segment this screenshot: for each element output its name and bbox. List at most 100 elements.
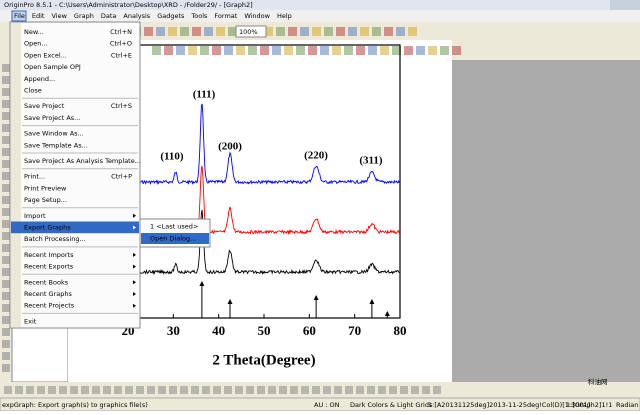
toolbar-button[interactable] bbox=[156, 27, 165, 36]
menu-item-label[interactable]: Recent Exports bbox=[24, 263, 74, 271]
menu-item-label[interactable]: Save Project As... bbox=[24, 114, 80, 122]
left-tool[interactable] bbox=[2, 76, 10, 84]
menu-item[interactable]: Data bbox=[101, 12, 117, 20]
bottom-tool[interactable] bbox=[92, 386, 100, 394]
bottom-tool[interactable] bbox=[70, 386, 78, 394]
bottom-tool[interactable] bbox=[400, 386, 408, 394]
bottom-tool[interactable] bbox=[147, 386, 155, 394]
toolbar-button[interactable] bbox=[312, 27, 321, 36]
toolbar-button[interactable] bbox=[440, 46, 449, 55]
bottom-tool[interactable] bbox=[125, 386, 133, 394]
bottom-tool[interactable] bbox=[114, 386, 122, 394]
toolbar-button[interactable] bbox=[396, 27, 405, 36]
menu-item-label[interactable]: Recent Imports bbox=[24, 251, 74, 259]
left-tool[interactable] bbox=[2, 172, 10, 180]
toolbar-button[interactable] bbox=[228, 27, 237, 36]
bottom-tool[interactable] bbox=[433, 386, 441, 394]
toolbar-button[interactable] bbox=[356, 46, 365, 55]
toolbar-button[interactable] bbox=[344, 46, 353, 55]
toolbar-button[interactable] bbox=[372, 27, 381, 36]
toolbar-button[interactable] bbox=[336, 27, 345, 36]
toolbar-button[interactable] bbox=[204, 27, 213, 36]
menu-item[interactable]: Format bbox=[214, 12, 237, 20]
bottom-tool[interactable] bbox=[323, 386, 331, 394]
menu-item-label[interactable]: New... bbox=[24, 28, 44, 36]
toolbar-button[interactable] bbox=[416, 46, 425, 55]
bottom-tool[interactable] bbox=[180, 386, 188, 394]
menu-item-label[interactable]: Import bbox=[24, 212, 46, 220]
submenu-item[interactable]: Open Dialog... bbox=[150, 235, 196, 243]
menu-item[interactable]: Help bbox=[277, 12, 292, 20]
menu-item-label[interactable]: Recent Projects bbox=[24, 302, 75, 310]
bottom-tool[interactable] bbox=[290, 386, 298, 394]
bottom-tool[interactable] bbox=[389, 386, 397, 394]
menu-item-label[interactable]: Batch Processing... bbox=[24, 235, 86, 243]
left-tool[interactable] bbox=[2, 364, 10, 372]
bottom-tool[interactable] bbox=[59, 386, 67, 394]
toolbar-button[interactable] bbox=[384, 27, 393, 36]
toolbar-button[interactable] bbox=[392, 46, 401, 55]
toolbar-button[interactable] bbox=[408, 27, 417, 36]
toolbar-button[interactable] bbox=[452, 46, 461, 55]
toolbar-button[interactable] bbox=[324, 27, 333, 36]
toolbar-button[interactable] bbox=[188, 46, 197, 55]
menu-item-label[interactable]: Open Excel... bbox=[24, 51, 67, 59]
window-buttons[interactable] bbox=[610, 0, 640, 10]
left-tool[interactable] bbox=[2, 268, 10, 276]
bottom-tool[interactable] bbox=[48, 386, 56, 394]
left-tool[interactable] bbox=[2, 340, 10, 348]
left-tool[interactable] bbox=[2, 196, 10, 204]
toolbar-button[interactable] bbox=[248, 46, 257, 55]
toolbar-button[interactable] bbox=[348, 27, 357, 36]
bottom-tool[interactable] bbox=[202, 386, 210, 394]
menu-item-label[interactable]: Open... bbox=[24, 40, 48, 48]
toolbar-button[interactable] bbox=[168, 27, 177, 36]
left-tool[interactable] bbox=[2, 292, 10, 300]
menu-item[interactable]: Window bbox=[244, 12, 270, 20]
bottom-tool[interactable] bbox=[37, 386, 45, 394]
left-tool[interactable] bbox=[2, 160, 10, 168]
toolbar-button[interactable] bbox=[272, 46, 281, 55]
bottom-tool[interactable] bbox=[235, 386, 243, 394]
toolbar-button[interactable] bbox=[284, 46, 293, 55]
toolbar-button[interactable] bbox=[264, 27, 273, 36]
left-tool[interactable] bbox=[2, 244, 10, 252]
submenu-item[interactable]: 1 <Last used> bbox=[150, 223, 198, 231]
toolbar-button[interactable] bbox=[152, 46, 161, 55]
bottom-tool[interactable] bbox=[26, 386, 34, 394]
toolbar-button[interactable] bbox=[308, 46, 317, 55]
left-tool[interactable] bbox=[2, 124, 10, 132]
toolbar-button[interactable] bbox=[296, 46, 305, 55]
menu-item-label[interactable]: Open Sample OPJ bbox=[24, 63, 81, 71]
bottom-tool[interactable] bbox=[4, 386, 12, 394]
bottom-tool[interactable] bbox=[257, 386, 265, 394]
bottom-tool[interactable] bbox=[367, 386, 375, 394]
left-tool[interactable] bbox=[2, 100, 10, 108]
left-tool[interactable] bbox=[2, 220, 10, 228]
menu-item-label[interactable]: Print... bbox=[24, 173, 45, 181]
toolbar-button[interactable] bbox=[260, 46, 269, 55]
bottom-tool[interactable] bbox=[312, 386, 320, 394]
left-tool[interactable] bbox=[2, 112, 10, 120]
menu-item-label[interactable]: Print Preview bbox=[24, 184, 67, 192]
menu-item[interactable]: Graph bbox=[74, 12, 94, 20]
bottom-tool[interactable] bbox=[301, 386, 309, 394]
left-tool[interactable] bbox=[2, 304, 10, 312]
bottom-tool[interactable] bbox=[224, 386, 232, 394]
menu-item-label[interactable]: Append... bbox=[24, 75, 55, 83]
bottom-tool[interactable] bbox=[246, 386, 254, 394]
left-tool[interactable] bbox=[2, 208, 10, 216]
toolbar-button[interactable] bbox=[368, 46, 377, 55]
toolbar-button[interactable] bbox=[216, 27, 225, 36]
toolbar-button[interactable] bbox=[176, 46, 185, 55]
toolbar-button[interactable] bbox=[404, 46, 413, 55]
toolbar-button[interactable] bbox=[428, 46, 437, 55]
bottom-tool[interactable] bbox=[279, 386, 287, 394]
bottom-tool[interactable] bbox=[378, 386, 386, 394]
menu-item[interactable]: Edit bbox=[32, 12, 45, 20]
menu-item-label[interactable]: Recent Books bbox=[24, 278, 69, 286]
bottom-tool[interactable] bbox=[169, 386, 177, 394]
bottom-tool[interactable] bbox=[15, 386, 23, 394]
bottom-tool[interactable] bbox=[103, 386, 111, 394]
bottom-tool[interactable] bbox=[356, 386, 364, 394]
